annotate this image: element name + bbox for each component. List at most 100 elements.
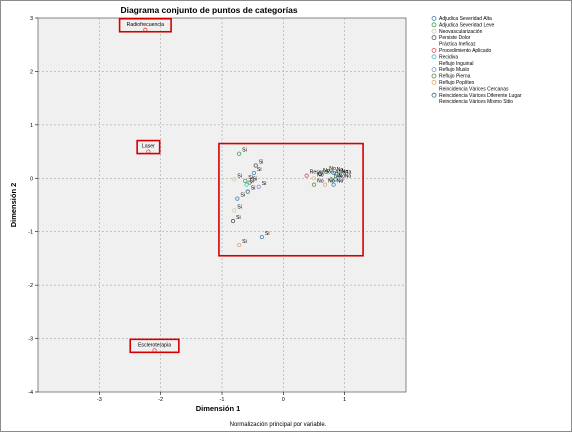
point-label: No: [329, 166, 336, 172]
point-label: Si: [259, 159, 264, 165]
category-point: [247, 180, 252, 185]
category-point: [304, 173, 309, 178]
point-label: Radiofrecuencia: [127, 22, 165, 28]
legend-marker: [431, 80, 437, 85]
legend-marker: [431, 35, 437, 40]
point-label: No: [334, 173, 341, 179]
category-point: [243, 178, 248, 184]
legend-entry: Adjudica Severidad Alta: [439, 16, 492, 22]
legend-entry: Práctica Ineficaz: [439, 42, 476, 48]
point-label: Si: [236, 215, 241, 221]
legend-entry: Adjudica Severidad Leve: [439, 22, 495, 28]
category-point: [318, 171, 323, 177]
legend-marker: [431, 15, 437, 21]
point-label: No: [328, 179, 335, 185]
category-points: Radiofrecuencia Laser Escleroterapia Resecc…: [118, 17, 352, 354]
point-label: Si: [242, 148, 247, 154]
highlight-box: [118, 17, 172, 33]
legend-entry: Reflujo Poplíteo: [439, 80, 475, 86]
point-label: Si: [248, 175, 253, 181]
category-point: [245, 189, 250, 194]
category-point: [232, 208, 237, 213]
point-label: Si: [242, 239, 247, 245]
y-axis-ticks: -4 -3 -2 -1 0 1 2 3: [28, 16, 38, 396]
category-point: [237, 151, 242, 156]
y-tick-label: 2: [30, 69, 33, 75]
category-point: [329, 177, 334, 182]
category-point: [311, 182, 317, 187]
highlight-box: [129, 338, 180, 354]
y-axis-label: Dimensión 2: [9, 183, 18, 228]
point-label: No: [337, 179, 344, 185]
point-label: Si: [253, 177, 258, 183]
legend-marker: [431, 22, 437, 28]
point-label: No: [342, 169, 349, 175]
legend-entry: Reincidencia Várices Diferente Lugar: [439, 93, 522, 99]
point-label: Si: [262, 181, 267, 187]
y-tick-label: 1: [30, 123, 33, 129]
legend-marker: [431, 73, 437, 79]
grid-lines: [38, 18, 406, 392]
y-tick-label: -2: [28, 283, 33, 289]
point-label: Si: [257, 167, 262, 173]
point-label: Si: [237, 204, 242, 210]
legend-marker: [431, 48, 437, 53]
legend-entry: Reflujo Muslo: [439, 67, 470, 73]
category-point: [256, 184, 261, 189]
point-label: Si: [250, 179, 255, 185]
legend-entry: Reflujo Inguinal: [439, 61, 473, 67]
y-tick-label: -4: [28, 390, 33, 396]
category-point: [253, 163, 258, 168]
point-label: No: [337, 167, 344, 173]
legend-entry: Reincidencia Várices Mismo Sitio: [439, 99, 513, 105]
category-point: [336, 172, 341, 178]
legend-entry: Persiste Dolor: [439, 35, 471, 41]
category-point: [324, 169, 329, 174]
legend-marker: [431, 67, 437, 72]
category-point: [311, 176, 317, 181]
category-point: [259, 234, 264, 240]
chart-title: Diagrama conjunto de puntos de categoría…: [120, 5, 297, 15]
y-tick-label: 3: [30, 16, 33, 22]
x-tick-label: 0: [282, 397, 285, 403]
legend-entry: Neovascularización: [439, 29, 483, 35]
x-tick-label: 1: [343, 397, 346, 403]
category-point: [333, 177, 338, 182]
point-label: Escleroterapia: [138, 342, 171, 348]
x-axis-label: Dimensión 1: [196, 404, 241, 413]
category-point: [331, 170, 336, 176]
legend-marker: [431, 28, 437, 34]
highlight-region: [218, 142, 364, 257]
legend-marker: [431, 92, 437, 98]
category-point: [230, 218, 236, 224]
category-point: [339, 177, 344, 182]
legend-entry: Procedimiento Aplicado: [439, 48, 491, 54]
point-label: Si: [237, 173, 242, 179]
point-label: Si: [240, 193, 245, 199]
legend-entry: Reincidencia Várices Cercanas: [439, 86, 509, 92]
legend-entry: Reflujo Pierna: [439, 74, 471, 80]
y-tick-label: 0: [30, 176, 33, 182]
point-label: No: [345, 173, 352, 179]
category-point: [232, 177, 237, 182]
point-label: Si: [265, 231, 270, 237]
legend-entry: Recidiva: [439, 54, 458, 60]
point-label: Laser: [142, 144, 155, 150]
point-label: No: [317, 179, 324, 185]
point-label: No: [323, 168, 330, 174]
highlight-box: [136, 139, 161, 155]
x-axis-ticks: -3 -2 -1 0 1: [97, 392, 346, 403]
x-tick-label: -1: [220, 397, 225, 403]
category-point: [251, 170, 256, 176]
category-point: [331, 182, 336, 187]
category-point: [244, 182, 249, 187]
x-tick-label: -3: [97, 397, 102, 403]
category-point: [237, 242, 242, 248]
y-tick-label: -1: [28, 230, 33, 236]
category-point: [235, 196, 240, 201]
y-tick-label: -3: [28, 337, 33, 343]
point-label: Si: [251, 186, 256, 192]
footnote: Normalización principal por variable.: [230, 422, 327, 428]
